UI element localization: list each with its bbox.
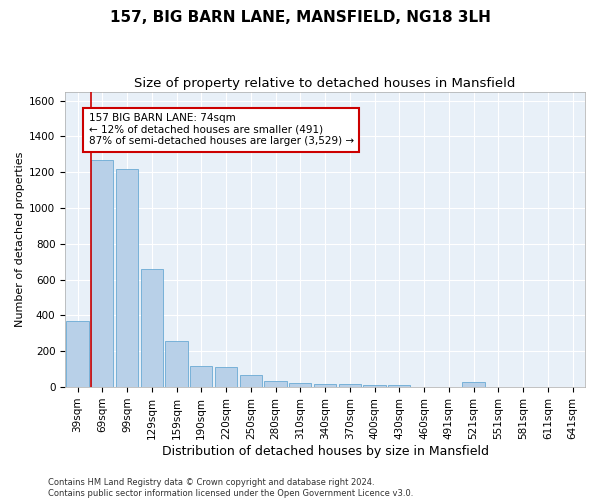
Bar [239, 374, 262, 387]
Bar [289, 382, 311, 387]
Bar [116, 168, 138, 387]
Bar [140, 269, 163, 387]
Text: 157, BIG BARN LANE, MANSFIELD, NG18 3LH: 157, BIG BARN LANE, MANSFIELD, NG18 3LH [110, 10, 490, 25]
Text: Contains HM Land Registry data © Crown copyright and database right 2024.
Contai: Contains HM Land Registry data © Crown c… [48, 478, 413, 498]
Bar [314, 384, 336, 387]
Bar [67, 321, 89, 387]
Bar [190, 366, 212, 387]
Text: 157 BIG BARN LANE: 74sqm
← 12% of detached houses are smaller (491)
87% of semi-: 157 BIG BARN LANE: 74sqm ← 12% of detach… [89, 113, 354, 146]
Bar [463, 382, 485, 387]
Bar [338, 384, 361, 387]
Bar [388, 386, 410, 387]
Bar [364, 386, 386, 387]
X-axis label: Distribution of detached houses by size in Mansfield: Distribution of detached houses by size … [161, 444, 488, 458]
Bar [91, 160, 113, 387]
Bar [265, 381, 287, 387]
Bar [166, 340, 188, 387]
Bar [215, 366, 237, 387]
Y-axis label: Number of detached properties: Number of detached properties [15, 152, 25, 327]
Title: Size of property relative to detached houses in Mansfield: Size of property relative to detached ho… [134, 78, 516, 90]
